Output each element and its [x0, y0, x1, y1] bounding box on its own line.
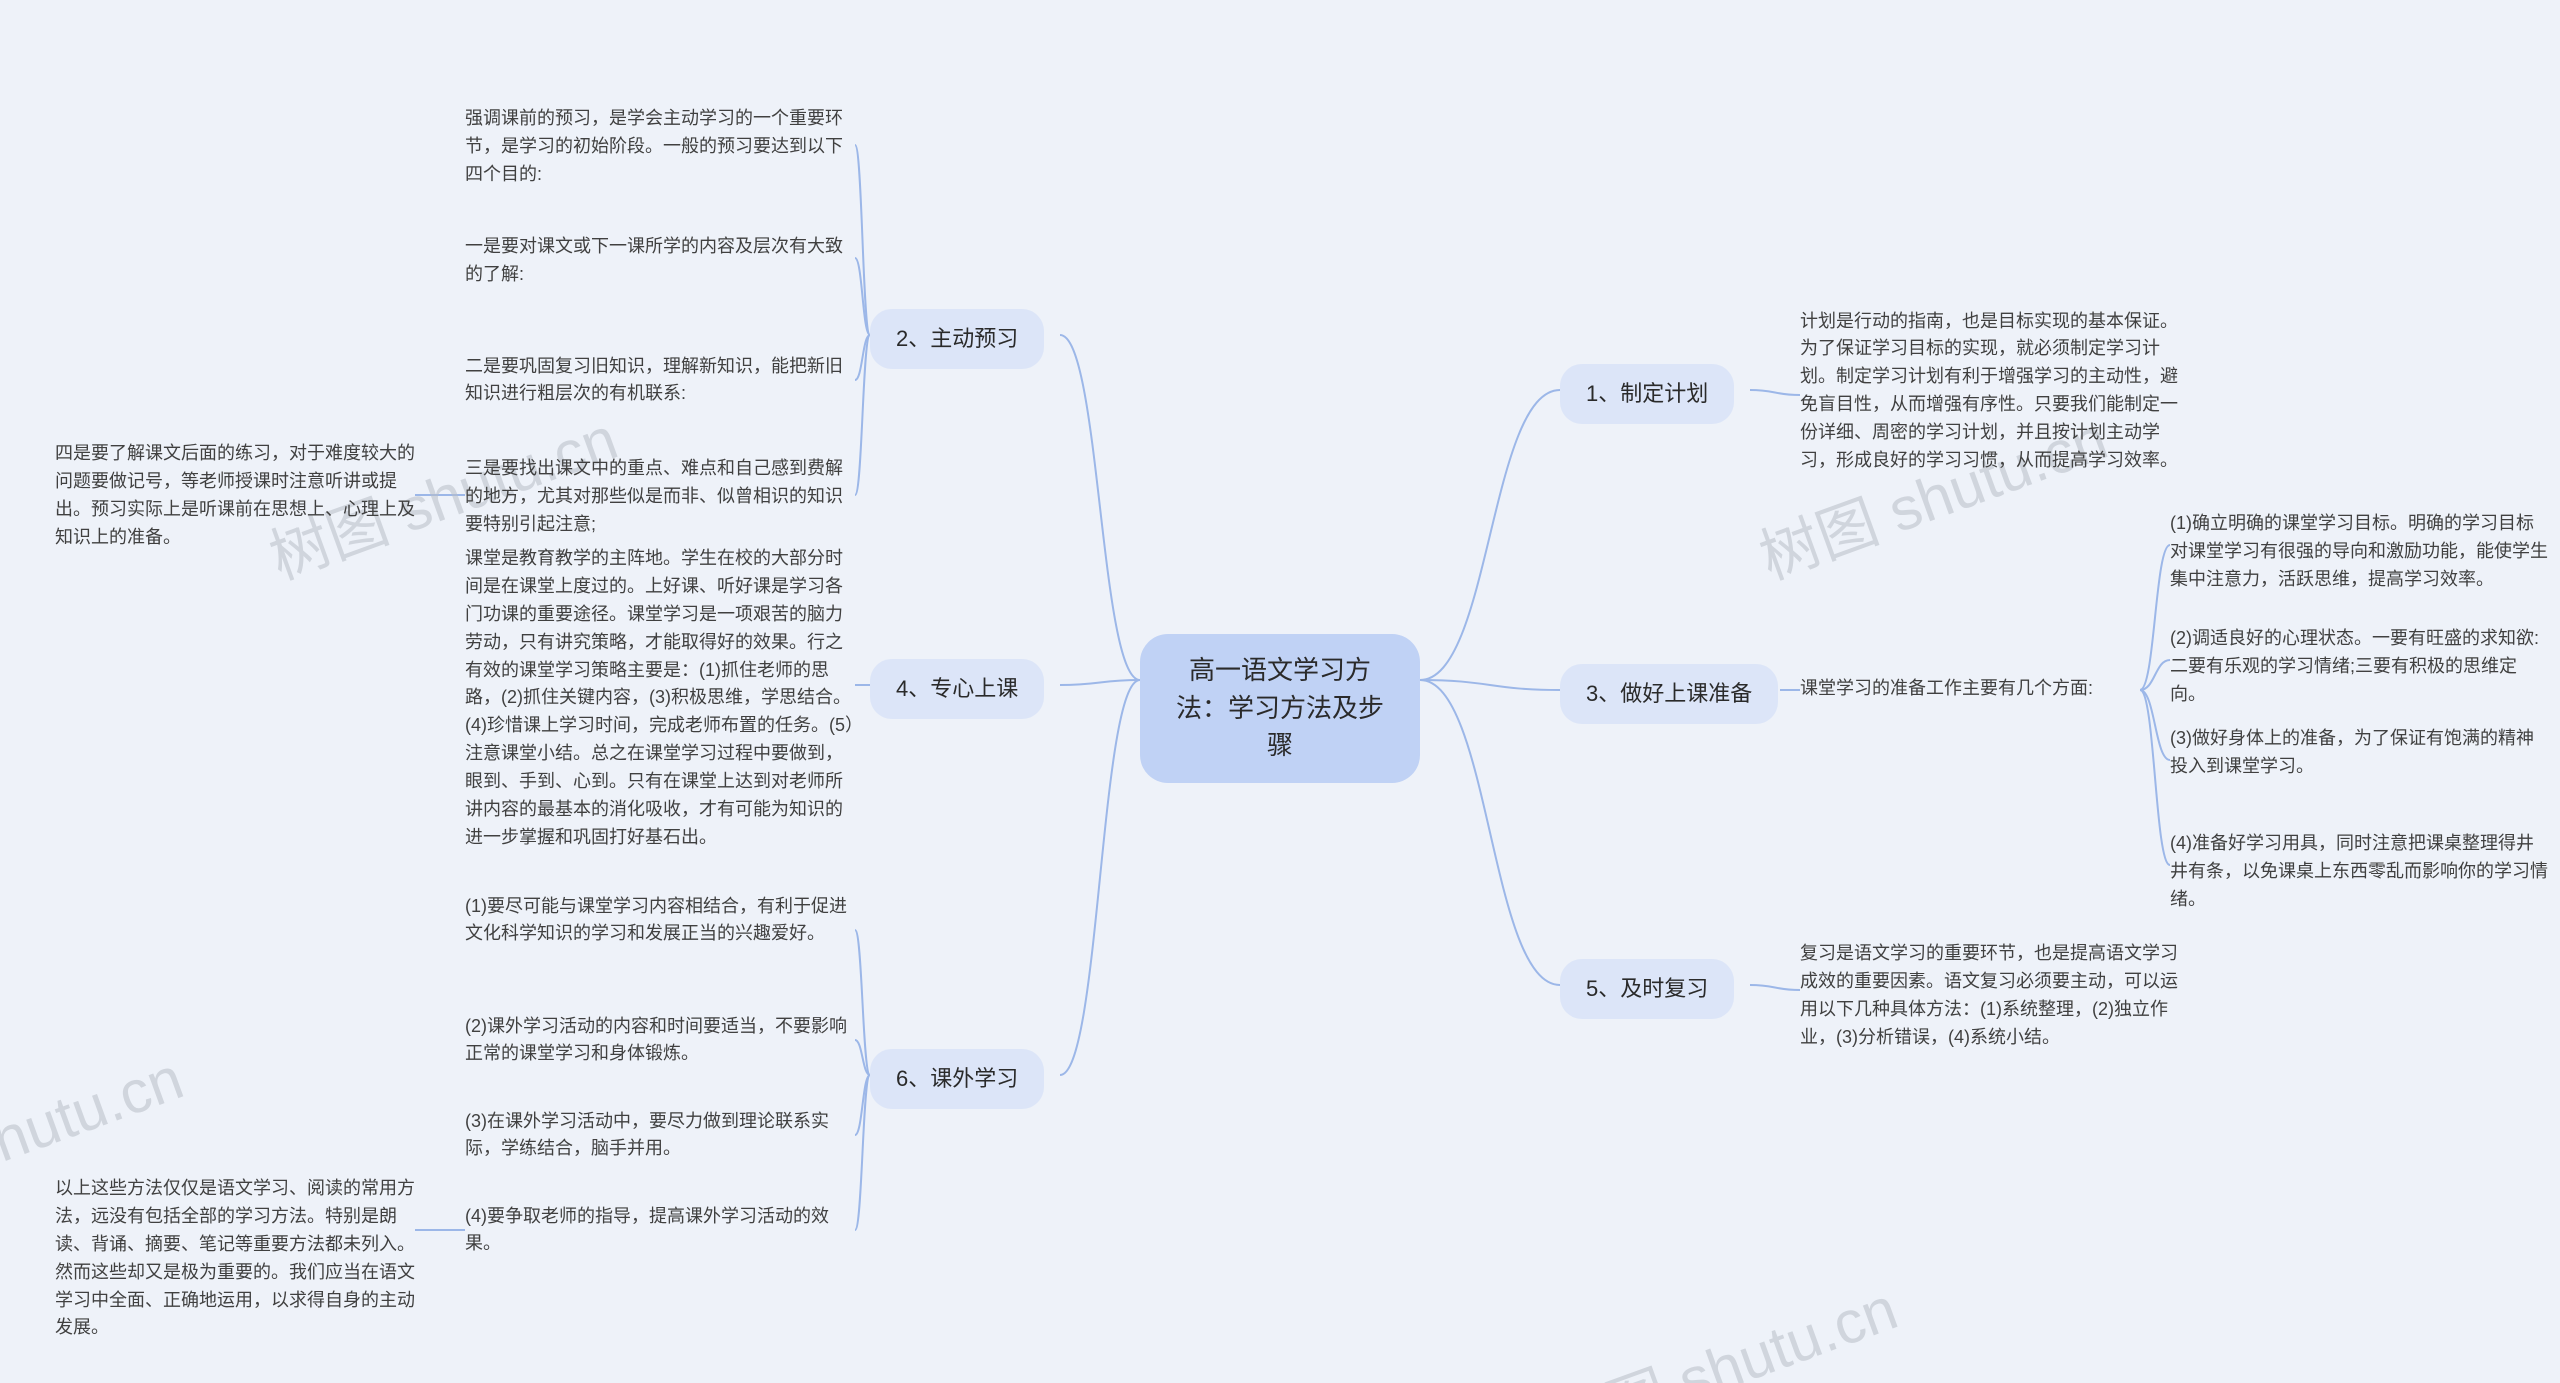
watermark: cn	[740, 1371, 823, 1383]
leaf-left-0-1: 一是要对课文或下一课所学的内容及层次有大致的了解:	[465, 233, 855, 289]
leaf-left-2-3: (4)要争取老师的指导，提高课外学习活动的效果。	[465, 1203, 855, 1259]
leaf-left-2-0: (1)要尽可能与课堂学习内容相结合，有利于促进文化科学知识的学习和发展正当的兴趣…	[465, 893, 855, 949]
branch-node-right-1: 3、做好上课准备	[1560, 664, 1778, 724]
leaf-right-deep-1-0-0: (1)确立明确的课堂学习目标。明确的学习目标对课堂学习有很强的导向和激励功能，能…	[2170, 510, 2550, 594]
leaf-right-0-0: 计划是行动的指南，也是目标实现的基本保证。为了保证学习目标的实现，就必须制定学习…	[1800, 308, 2190, 475]
branch-node-right-0: 1、制定计划	[1560, 364, 1734, 424]
leaf-right-deep-1-0-3: (4)准备好学习用具，同时注意把课桌整理得井井有条，以免课桌上东西零乱而影响你的…	[2170, 830, 2550, 914]
center-node: 高一语文学习方法：学习方法及步骤	[1140, 634, 1420, 783]
leaf-right-1-0: 课堂学习的准备工作主要有几个方面:	[1800, 675, 2140, 703]
leaf-left-0-2: 二是要巩固复习旧知识，理解新知识，能把新旧知识进行粗层次的有机联系:	[465, 353, 855, 409]
branch-node-left-2: 6、课外学习	[870, 1049, 1044, 1109]
branch-node-left-1: 4、专心上课	[870, 659, 1044, 719]
leaf-left-deep-0-3-0: 四是要了解课文后面的练习，对于难度较大的问题要做记号，等老师授课时注意听讲或提出…	[55, 440, 415, 552]
leaf-right-2-0: 复习是语文学习的重要环节，也是提高语文学习成效的重要因素。语文复习必须要主动，可…	[1800, 940, 2190, 1052]
leaf-left-0-0: 强调课前的预习，是学会主动学习的一个重要环节，是学习的初始阶段。一般的预习要达到…	[465, 105, 855, 189]
branch-node-right-2: 5、及时复习	[1560, 959, 1734, 1019]
branch-node-left-0: 2、主动预习	[870, 309, 1044, 369]
leaf-left-2-1: (2)课外学习活动的内容和时间要适当，不要影响正常的课堂学习和身体锻炼。	[465, 1013, 855, 1069]
watermark: 树图 shutu.cn	[1536, 1260, 1907, 1383]
leaf-left-2-2: (3)在课外学习活动中，要尽力做到理论联系实际，学练结合，脑手并用。	[465, 1108, 855, 1164]
leaf-right-deep-1-0-2: (3)做好身体上的准备，为了保证有饱满的精神投入到课堂学习。	[2170, 725, 2550, 781]
leaf-right-deep-1-0-1: (2)调适良好的心理状态。一要有旺盛的求知欲: 二要有乐观的学习情绪;三要有积极…	[2170, 625, 2550, 709]
leaf-left-1-0: 课堂是教育教学的主阵地。学生在校的大部分时间是在课堂上度过的。上好课、听好课是学…	[465, 545, 855, 852]
leaf-left-deep-2-3-0: 以上这些方法仅仅是语文学习、阅读的常用方法，远没有包括全部的学习方法。特别是朗读…	[55, 1175, 415, 1342]
leaf-left-0-3: 三是要找出课文中的重点、难点和自己感到费解的地方，尤其对那些似是而非、似曾相识的…	[465, 455, 855, 539]
watermark: shutu.cn	[0, 1043, 192, 1185]
